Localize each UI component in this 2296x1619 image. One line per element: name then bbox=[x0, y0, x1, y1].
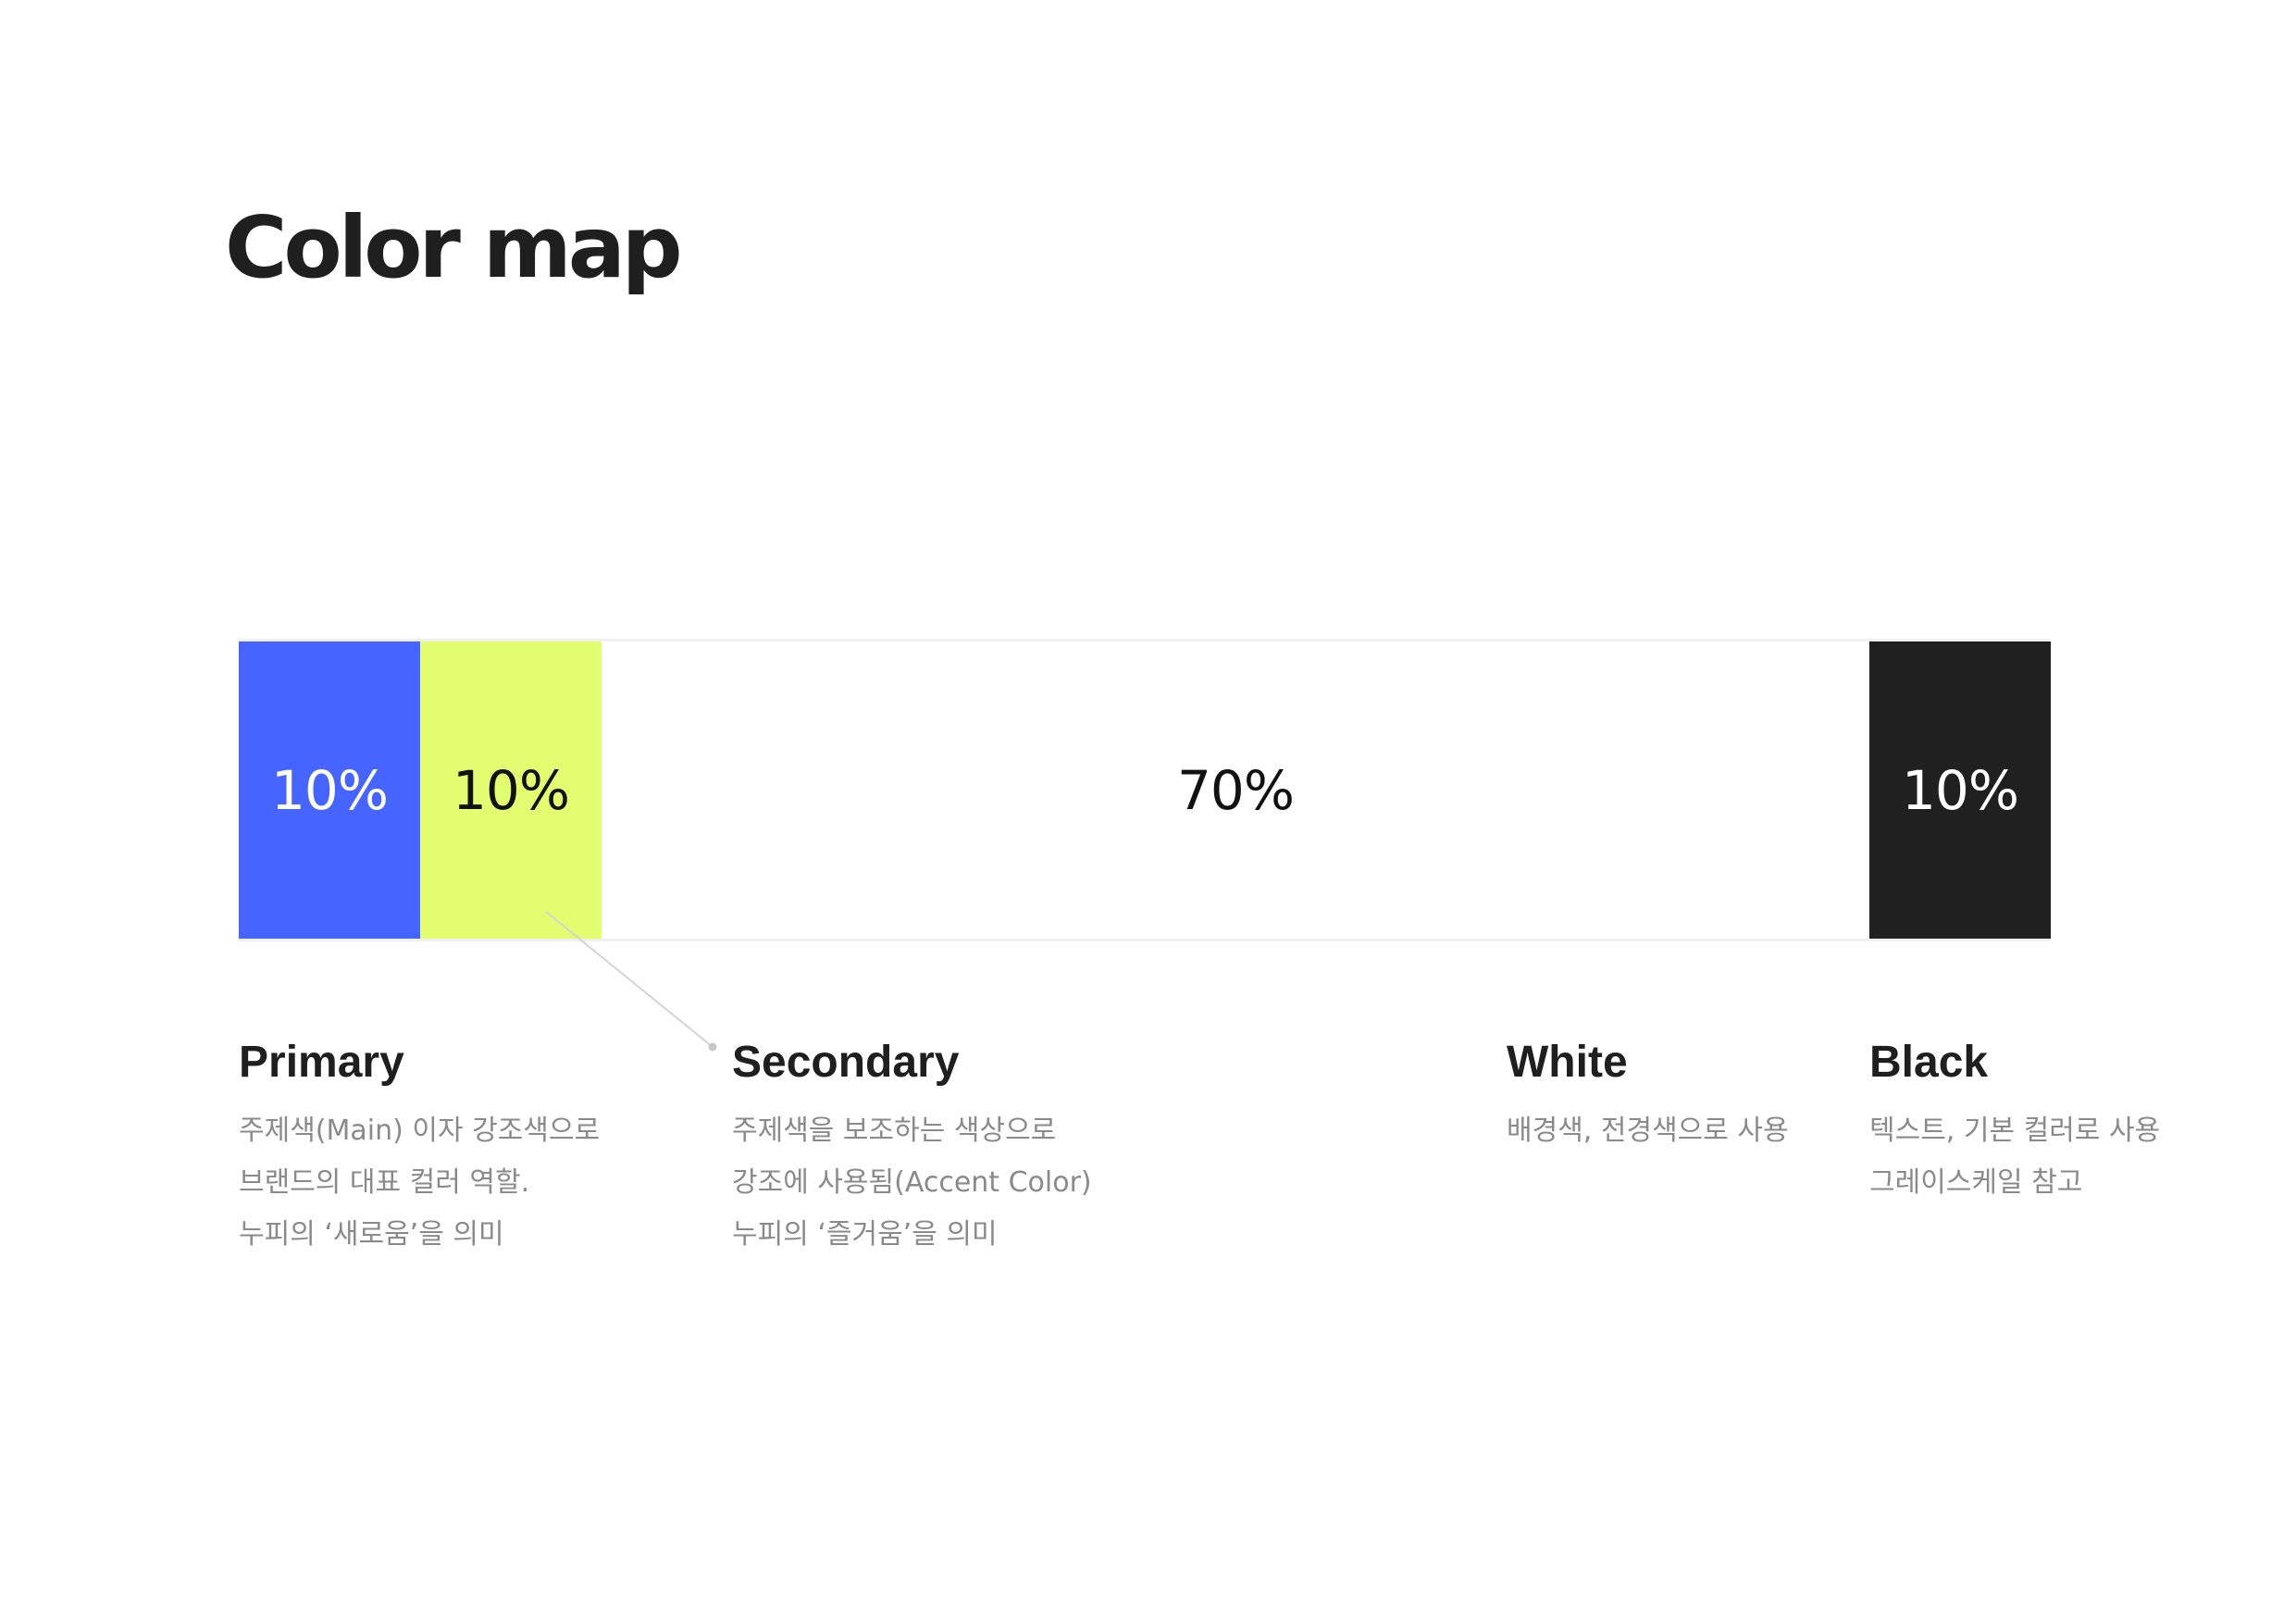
white-percent-label: 70% bbox=[1177, 758, 1295, 822]
secondary-swatch: 10% bbox=[420, 641, 602, 939]
legend-black-line-1: 텍스트, 기본 컬러로 사용 bbox=[1869, 1115, 2161, 1147]
legend-primary-line-1: 주제색(Main) 이자 강조색으로 bbox=[239, 1115, 601, 1147]
black-percent-label: 10% bbox=[1902, 758, 2019, 822]
legend-white: White 배경색, 전경색으로 사용 bbox=[1507, 1040, 1789, 1157]
legend-primary: Primary 주제색(Main) 이자 강조색으로 브랜드의 대표 컬러 역할… bbox=[239, 1040, 600, 1261]
connector-dot bbox=[708, 1042, 717, 1052]
legend-secondary-line-3: 누피의 ‘즐거움’을 의미 bbox=[732, 1218, 998, 1251]
secondary-percent-label: 10% bbox=[453, 758, 570, 822]
legend-primary-name: Primary bbox=[239, 1038, 404, 1087]
legend-primary-line-3: 누피의 ‘새로움’을 의미 bbox=[239, 1218, 504, 1251]
color-ratio-bar: 10% 10% 70% 10% bbox=[239, 639, 2051, 941]
legend-black-line-2: 그레이스케일 참고 bbox=[1869, 1166, 2083, 1199]
legend-black: Black 텍스트, 기본 컬러로 사용 그레이스케일 참고 bbox=[1869, 1040, 2160, 1209]
legend-secondary-line-1: 주제색을 보조하는 색상으로 bbox=[732, 1115, 1057, 1147]
primary-swatch: 10% bbox=[239, 641, 420, 939]
legend-black-name: Black bbox=[1869, 1038, 1989, 1087]
legend-white-line-1: 배경색, 전경색으로 사용 bbox=[1507, 1115, 1789, 1147]
legend-secondary-line-2: 강조에 사용됨(Accent Color) bbox=[732, 1166, 1092, 1199]
legend-secondary: Secondary 주제색을 보조하는 색상으로 강조에 사용됨(Accent … bbox=[732, 1040, 1092, 1261]
black-swatch: 10% bbox=[1869, 641, 2051, 939]
legend-primary-line-2: 브랜드의 대표 컬러 역할. bbox=[239, 1166, 530, 1199]
page-title: Color map bbox=[225, 198, 683, 297]
white-swatch: 70% bbox=[602, 641, 1869, 939]
legend-secondary-name: Secondary bbox=[732, 1038, 960, 1087]
primary-percent-label: 10% bbox=[271, 758, 389, 822]
legend-white-name: White bbox=[1507, 1038, 1628, 1087]
